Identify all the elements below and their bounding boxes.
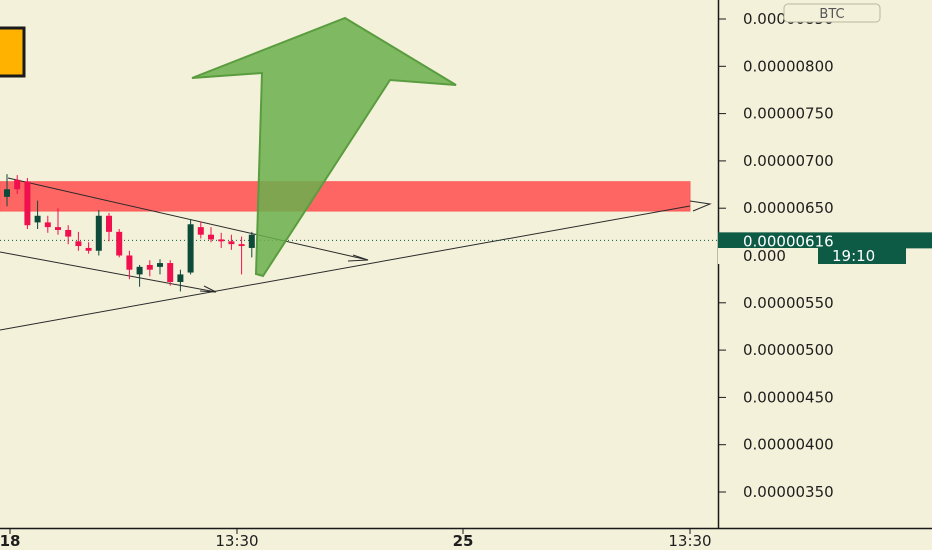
- candle-body[interactable]: [106, 215, 112, 232]
- partial-price-text: 0.000: [743, 247, 786, 265]
- candle-body[interactable]: [24, 181, 31, 226]
- candle-body[interactable]: [177, 274, 184, 282]
- candle-body[interactable]: [75, 241, 82, 247]
- candle-body[interactable]: [95, 215, 102, 251]
- candle-body[interactable]: [44, 222, 51, 228]
- price-tick-label: 0.00000650: [743, 199, 834, 217]
- candle-body[interactable]: [4, 189, 10, 197]
- candle-body[interactable]: [248, 234, 255, 248]
- candle-body[interactable]: [146, 264, 153, 270]
- currency-label: BTC: [819, 7, 844, 22]
- candle-body[interactable]: [126, 255, 133, 270]
- price-tick-label: 0.00000450: [743, 388, 834, 406]
- time-axis[interactable]: 18 13:30 25 13:30: [0, 528, 712, 550]
- time-tick-label: 13:30: [215, 532, 258, 550]
- current-price-badge: [718, 232, 932, 249]
- time-tick-label: 25: [453, 532, 474, 550]
- countdown-badge: [818, 248, 906, 264]
- price-tick-label: 0.00000350: [743, 483, 834, 501]
- candle-body[interactable]: [187, 224, 194, 273]
- candle-body[interactable]: [218, 239, 225, 242]
- candle-body[interactable]: [197, 227, 204, 235]
- support-trend-arrowhead: [689, 200, 712, 212]
- time-tick-label: 18: [0, 532, 20, 550]
- price-tick-label: 0.00000400: [743, 436, 834, 454]
- price-tick-label: 0.00000800: [743, 57, 834, 75]
- candle-body[interactable]: [116, 231, 123, 256]
- candle-body[interactable]: [228, 241, 235, 245]
- candle-body[interactable]: [65, 229, 72, 237]
- currency-button[interactable]: [783, 3, 881, 23]
- channel-upper-line[interactable]: [7, 177, 369, 261]
- candle-body[interactable]: [208, 234, 214, 240]
- big-up-arrow-icon[interactable]: [191, 16, 457, 278]
- candle-body[interactable]: [136, 266, 143, 275]
- channel-upper-arrowhead: [347, 254, 369, 262]
- partial-price-bg: [718, 248, 818, 264]
- candle-body[interactable]: [34, 215, 41, 223]
- yellow-square-icon: [0, 26, 26, 78]
- candle-body[interactable]: [157, 263, 163, 267]
- channel-lower-arrowhead: [199, 285, 217, 293]
- price-tick-label: 0.00000550: [743, 294, 834, 312]
- candle-body[interactable]: [238, 244, 245, 247]
- candle-body[interactable]: [55, 227, 61, 230]
- price-tick-label: 0.00000500: [743, 341, 834, 359]
- candles-group: [4, 174, 255, 292]
- candle-body[interactable]: [85, 247, 92, 251]
- resistance-zone[interactable]: [0, 181, 691, 212]
- candle-body[interactable]: [167, 263, 174, 282]
- price-tick-label: 0.00000700: [743, 152, 834, 170]
- candle-body[interactable]: [14, 179, 21, 190]
- time-tick-label: 13:30: [668, 532, 711, 550]
- price-tick-label: 0.00000750: [743, 105, 834, 123]
- support-trend-line[interactable]: [0, 205, 691, 331]
- current-price-badge-text: 0.00000616: [743, 232, 834, 250]
- countdown-badge-text: 19:10: [832, 247, 875, 265]
